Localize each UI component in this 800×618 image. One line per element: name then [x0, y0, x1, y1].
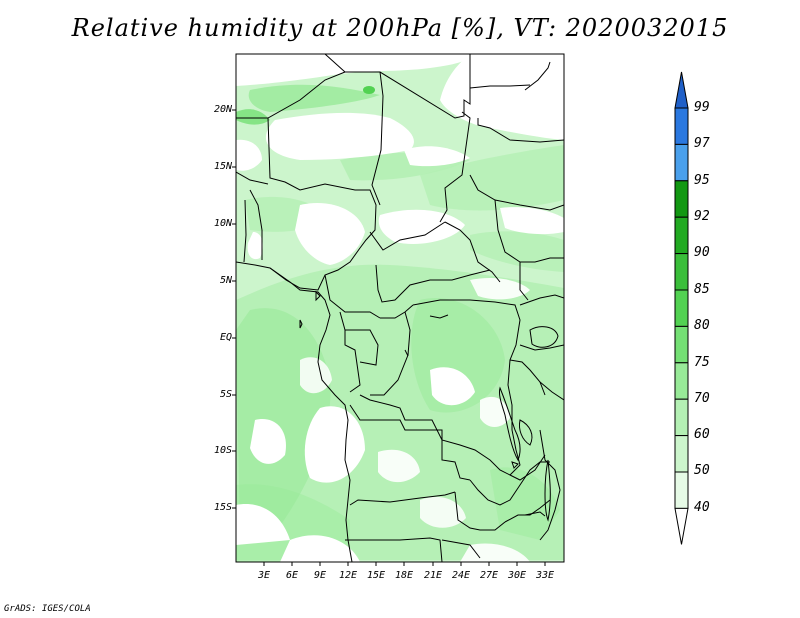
- lon-label-30e: 30E: [507, 570, 527, 581]
- colorbar-label-92: 92: [694, 209, 710, 224]
- colorbar-label-80: 80: [694, 318, 710, 333]
- grads-credit: GrADS: IGES/COLA: [4, 604, 91, 614]
- lon-label-18e: 18E: [394, 570, 414, 581]
- lat-label-20n: 20N: [213, 104, 232, 115]
- colorbar-label-99: 99: [694, 100, 710, 115]
- colorbar-segment: [674, 398, 689, 437]
- colorbar-label-75: 75: [694, 355, 710, 370]
- colorbar-label-97: 97: [694, 136, 710, 151]
- colorbar-label-60: 60: [694, 427, 710, 442]
- lat-label-15s: 15S: [213, 502, 232, 513]
- lat-label-10s: 10S: [213, 445, 232, 456]
- lon-label-33e: 33E: [535, 570, 555, 581]
- lon-label-3e: 3E: [257, 570, 271, 581]
- lat-label-5s: 5S: [219, 389, 232, 400]
- lon-label-24e: 24E: [451, 570, 471, 581]
- colorbar-segment: [674, 253, 689, 291]
- colorbar-segment: [674, 143, 689, 182]
- colorbar-label-85: 85: [694, 282, 710, 297]
- colorbar: [674, 71, 689, 545]
- colorbar-label-40: 40: [694, 500, 710, 515]
- colorbar-segment: [674, 289, 689, 327]
- country-borders: [236, 54, 564, 562]
- lon-label-27e: 27E: [479, 570, 499, 581]
- lon-label-12e: 12E: [338, 570, 358, 581]
- colorbar-segment: [674, 216, 689, 255]
- colorbar-label-95: 95: [694, 173, 710, 188]
- colorbar-label-50: 50: [694, 463, 710, 478]
- colorbar-segment: [674, 471, 689, 509]
- colorbar-segment: [674, 107, 689, 145]
- lon-label-9e: 9E: [313, 570, 327, 581]
- map-title: Relative humidity at 200hPa [%], VT: 202…: [71, 14, 729, 42]
- lat-label-15n: 15N: [213, 161, 232, 172]
- colorbar-segment: [674, 180, 689, 218]
- colorbar-segment: [674, 435, 689, 473]
- colorbar-label-70: 70: [694, 391, 710, 406]
- lon-label-15e: 15E: [366, 570, 386, 581]
- lat-label-10n: 10N: [213, 218, 232, 229]
- humidity-field: [236, 54, 564, 562]
- lat-label-5n: 5N: [219, 275, 232, 286]
- colorbar-label-90: 90: [694, 245, 710, 260]
- colorbar-segment: [674, 362, 689, 400]
- colorbar-segment: [674, 325, 689, 364]
- lat-label-eq: EQ: [219, 332, 232, 343]
- colorbar-segment-top: [674, 71, 689, 109]
- plot-frame: [235, 53, 565, 563]
- colorbar-segment-bottom: [674, 507, 689, 545]
- lon-label-6e: 6E: [285, 570, 299, 581]
- axis-ticks: [232, 109, 546, 566]
- lon-label-21e: 21E: [423, 570, 443, 581]
